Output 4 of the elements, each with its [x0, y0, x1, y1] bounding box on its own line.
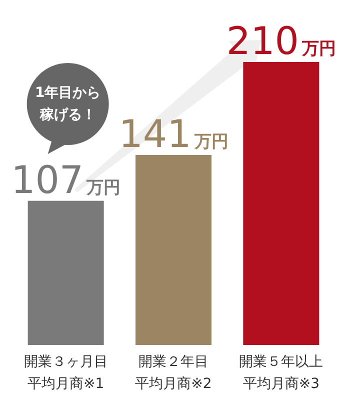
- x-tick-label: 開業３ヶ月目平均月商※1: [24, 354, 108, 392]
- x-tick-label: 開業２年目平均月商※2: [135, 354, 212, 392]
- x-tick-label: 開業５年以上平均月商※3: [239, 354, 324, 392]
- annotation: 1年目から稼げる！: [34, 85, 101, 123]
